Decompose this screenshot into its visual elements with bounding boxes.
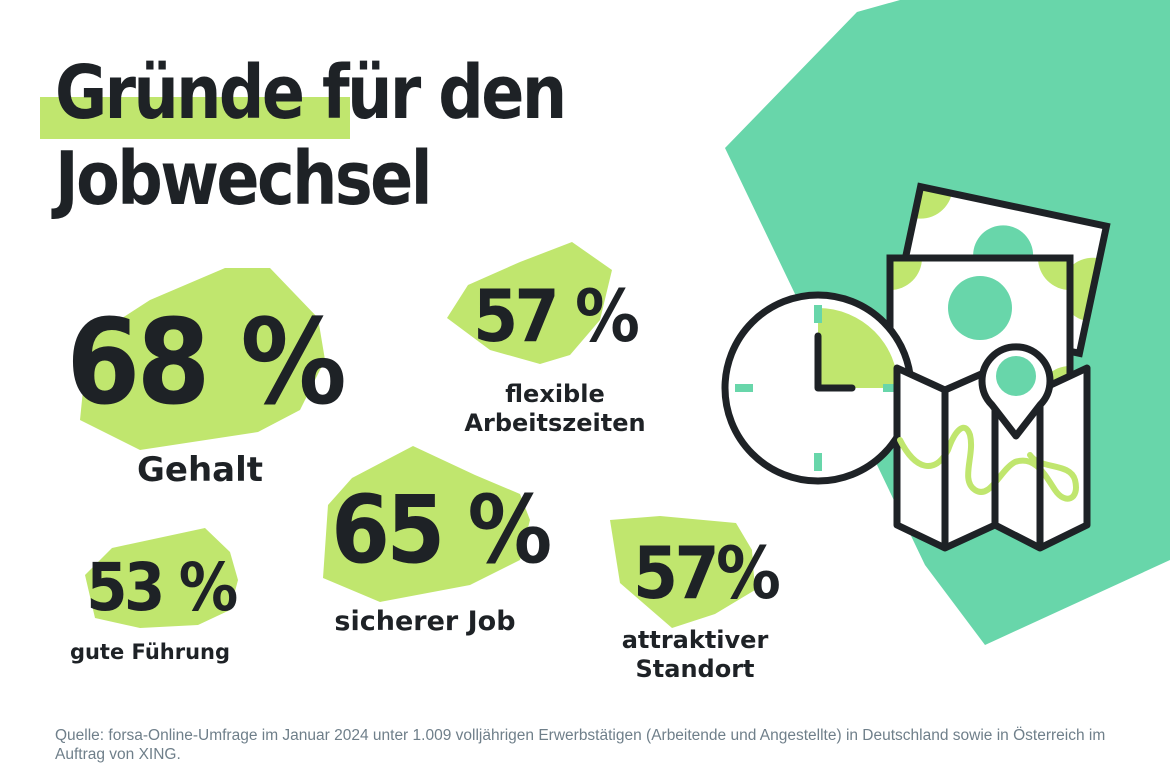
folded-map-icon [893,364,1091,552]
stat-sicherer-job: 65 % sicherer Job [315,476,565,638]
stat-label: attraktiver Standort [585,626,805,684]
stat-label: flexible Arbeitszeiten [450,380,660,438]
stat-label: gute Führung [69,640,231,664]
title-line-2: Jobwechsel [55,136,433,222]
title-highlight-word: Gründe [55,50,305,136]
stat-attraktiver-standort: 57% attraktiver Standort [605,530,805,684]
title-line-1-rest: für den [302,50,567,136]
stat-value: 57 % [473,274,640,358]
stat-label-line: Standort [635,654,755,683]
stat-value: 65 % [331,476,552,585]
stat-value: 68 % [66,293,347,431]
location-pin-icon [978,343,1054,440]
stat-gehalt: 68 % Gehalt [50,292,360,491]
stat-flexible-arbeitszeiten: 57 % flexible Arbeitszeiten [450,272,660,438]
stat-blob-flexibel [447,242,612,364]
clock-icon [721,291,915,485]
stat-blob-standort [610,516,755,628]
source-note: Quelle: forsa-Online-Umfrage im Januar 2… [55,726,1106,763]
stat-label: sicherer Job [334,606,516,637]
title-line-1: Gründe für den [55,50,567,136]
stat-label: Gehalt [136,450,264,490]
stat-gute-fuehrung: 53 % gute Führung [70,548,250,665]
stat-blob-sicher [323,446,530,602]
stat-value: 53 % [85,549,238,626]
stat-value: 57% [632,531,781,615]
stat-blob-fuehrung [85,528,238,628]
stat-blob-gehalt [80,268,325,450]
stat-label-line: attraktiver [621,626,769,654]
title-highlight-bar [40,97,350,139]
page-title: Gründe für den Jobwechsel [55,50,567,222]
stat-label-line: flexible [505,380,605,408]
stat-label-line: Arbeitszeiten [464,408,646,437]
